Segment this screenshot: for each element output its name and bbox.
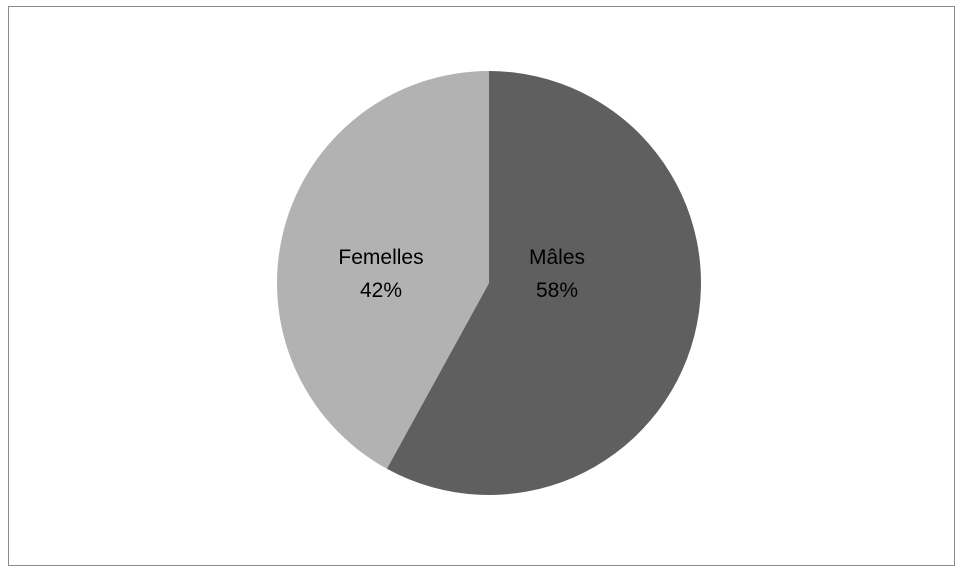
pie-labels: Mâles 58% Femelles 42% [338, 246, 585, 302]
slice-females [277, 71, 489, 469]
slice-label-females-value: 42% [360, 279, 402, 302]
slice-males [386, 71, 701, 495]
slice-label-males-name: Mâles [529, 246, 585, 269]
slice-label-females-name: Femelles [338, 246, 423, 269]
slice-label-males-value: 58% [536, 279, 578, 302]
pie-slices [277, 71, 701, 495]
